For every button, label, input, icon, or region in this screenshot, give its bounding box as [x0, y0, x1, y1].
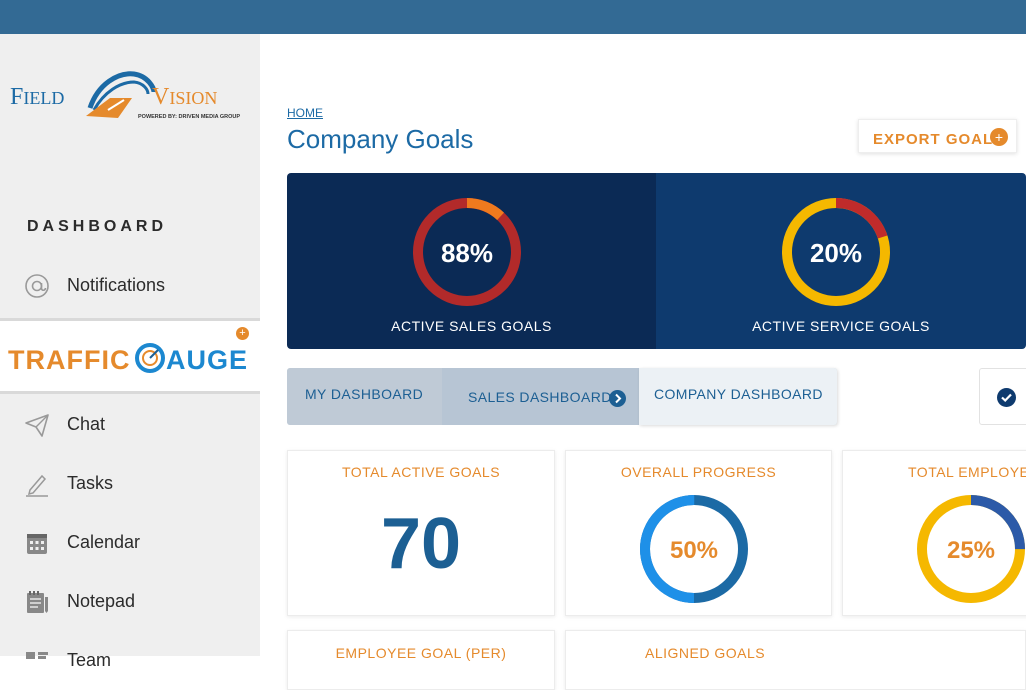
aligned-goals-card: ALIGNED GOALS [565, 630, 1026, 690]
traffic-text: TRAFFIC [8, 345, 130, 375]
service-gauge-value: 20% [810, 238, 862, 268]
sidebar-item-chat[interactable]: Chat [0, 404, 260, 444]
card-title: TOTAL ACTIVE GOALS [341, 464, 501, 480]
check-circle-icon [997, 388, 1016, 407]
pencil-icon [24, 471, 50, 497]
dashboard-tabs: MY DASHBOARD SALES DASHBOARD COMPANY DAS… [287, 368, 837, 425]
card-title: EMPLOYEE GOAL (PER) [335, 645, 507, 661]
sidebar-item-notepad[interactable]: Notepad [0, 581, 260, 621]
page-title: Company Goals [287, 124, 474, 154]
sales-gauge-arc [413, 198, 521, 306]
overall-progress-arc [640, 495, 748, 603]
sidebar-item-label: Tasks [67, 473, 114, 493]
sidebar-item-label: Calendar [67, 532, 141, 552]
plus-icon: + [990, 128, 1008, 146]
logo-text-field: FIELD [10, 84, 64, 110]
active-service-goals-label: ACTIVE SERVICE GOALS [752, 318, 930, 334]
add-badge-icon[interactable]: + [236, 327, 249, 340]
tab-sales-dashboard[interactable]: SALES DASHBOARD [442, 368, 639, 425]
top-bar [0, 0, 1026, 34]
sales-gauge-value: 88% [441, 238, 493, 268]
goals-banner: 88% ACTIVE SALES GOALS 20% ACTIVE SERVIC… [287, 173, 1026, 349]
export-goal-label: EXPORT GOAL [873, 131, 994, 148]
sidebar-item-team[interactable]: Team [0, 640, 260, 680]
traffic-gauge-banner[interactable]: TRAFFIC AUGE + [0, 318, 260, 394]
active-service-goals-panel: 20% ACTIVE SERVICE GOALS [656, 173, 1026, 349]
tab-my-dashboard[interactable]: MY DASHBOARD [287, 368, 442, 425]
sidebar-item-calendar[interactable]: Calendar [0, 522, 260, 562]
overall-progress-card: OVERALL PROGRESS 50% [565, 450, 832, 616]
employee-goal-card: EMPLOYEE GOAL (PER) [287, 630, 555, 690]
tab-label: SALES DASHBOARD [468, 389, 612, 405]
main-content: HOME Company Goals EXPORT GOAL + 88% ACT… [260, 34, 1026, 690]
logo-tagline: POWERED BY: DRIVEN MEDIA GROUP [138, 114, 240, 120]
export-goal-button[interactable]: EXPORT GOAL + [858, 119, 1017, 153]
sales-gauge: 88% [413, 198, 521, 306]
total-employee-card: TOTAL EMPLOYE 25% [842, 450, 1026, 616]
overall-progress-gauge: 50% [640, 495, 748, 603]
aligned-filter-card[interactable] [979, 368, 1026, 425]
active-sales-goals-label: ACTIVE SALES GOALS [391, 318, 552, 334]
card-title: TOTAL EMPLOYE [908, 464, 1026, 480]
sidebar-item-label: Notifications [67, 275, 166, 295]
logo-text-vision: VISION [152, 84, 217, 110]
service-gauge-arc [782, 198, 890, 306]
tab-label: COMPANY DASHBOARD [654, 386, 823, 402]
sidebar-item-label: Chat [67, 414, 106, 434]
card-title: ALIGNED GOALS [645, 645, 766, 661]
calendar-icon [24, 530, 50, 556]
team-icon [24, 648, 50, 674]
chevron-right-icon[interactable] [609, 390, 626, 407]
sidebar: FIELD VISION POWERED BY: DRIVEN MEDIA GR… [0, 34, 260, 670]
tab-label: MY DASHBOARD [305, 386, 424, 402]
total-employee-gauge: 25% [917, 495, 1025, 603]
paper-plane-icon [24, 412, 50, 438]
gauge-text: AUGE [166, 345, 248, 375]
notepad-icon [24, 589, 50, 615]
sidebar-item-tasks[interactable]: Tasks [0, 463, 260, 503]
sidebar-item-notifications[interactable]: Notifications [0, 265, 260, 305]
card-title: OVERALL PROGRESS [620, 464, 777, 480]
tab-company-dashboard[interactable]: COMPANY DASHBOARD [639, 368, 837, 425]
total-active-goals-value: 70 [380, 504, 462, 584]
total-employee-arc [917, 495, 1025, 603]
total-active-goals-card: TOTAL ACTIVE GOALS 70 [287, 450, 555, 616]
active-sales-goals-panel: 88% ACTIVE SALES GOALS [287, 173, 656, 349]
sidebar-item-label: Notepad [67, 591, 136, 611]
fieldvision-logo[interactable]: FIELD VISION POWERED BY: DRIVEN MEDIA GR… [8, 70, 253, 126]
sidebar-item-label: Team [67, 650, 112, 670]
service-gauge: 20% [782, 198, 890, 306]
dashboard-heading: DASHBOARD [27, 218, 167, 235]
at-icon [24, 273, 50, 299]
breadcrumb-home[interactable]: HOME [287, 106, 323, 120]
total-employee-value: 25% [947, 537, 995, 564]
overall-progress-value: 50% [670, 537, 718, 564]
